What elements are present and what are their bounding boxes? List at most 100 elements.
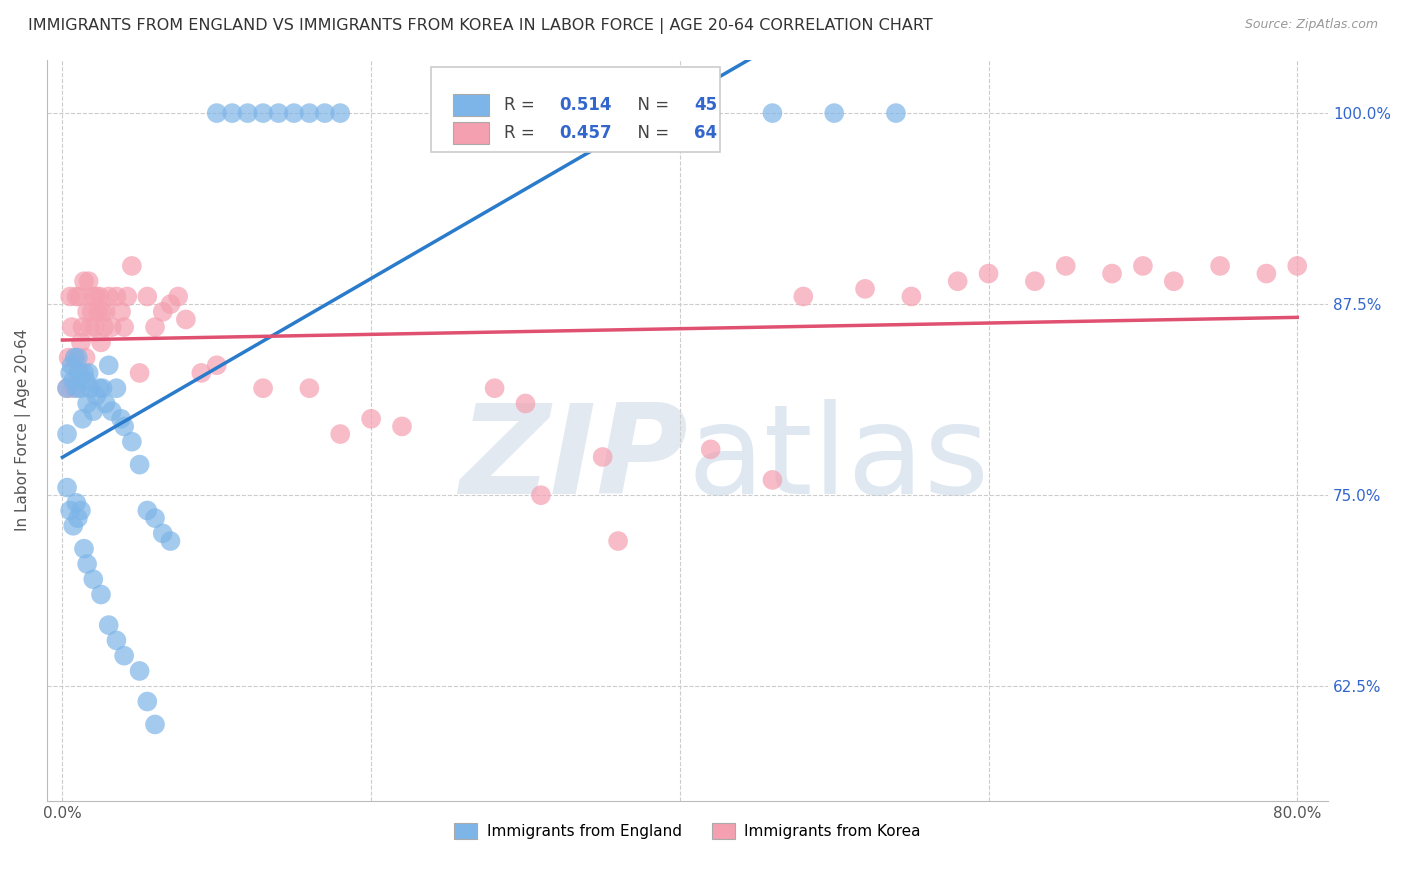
Point: [101, 320, 124, 334]
Point: [853, 282, 876, 296]
Text: R =: R =: [505, 124, 540, 142]
Point: [121, 259, 143, 273]
Text: 45: 45: [695, 96, 717, 114]
Point: [60, 320, 83, 334]
Point: [105, 633, 128, 648]
Point: [91, 381, 114, 395]
Point: [75, 374, 97, 388]
Text: 0.457: 0.457: [560, 124, 612, 142]
Point: [515, 396, 537, 410]
Point: [82, 289, 104, 303]
FancyBboxPatch shape: [432, 67, 720, 153]
Point: [252, 381, 274, 395]
Point: [360, 411, 382, 425]
Point: [59, 366, 82, 380]
Point: [101, 404, 124, 418]
Point: [94, 305, 117, 319]
Point: [221, 106, 243, 120]
Point: [1209, 259, 1232, 273]
Point: [1163, 274, 1185, 288]
Point: [73, 541, 96, 556]
Point: [115, 289, 138, 303]
Point: [73, 274, 96, 288]
Point: [58, 351, 80, 365]
Point: [97, 618, 120, 632]
Point: [236, 106, 259, 120]
Point: [1256, 267, 1278, 281]
Point: [607, 534, 630, 549]
Point: [97, 289, 120, 303]
Point: [83, 320, 105, 334]
Point: [90, 335, 112, 350]
Point: [56, 427, 79, 442]
Point: [75, 351, 97, 365]
Point: [77, 366, 100, 380]
Point: [1132, 259, 1154, 273]
Point: [60, 359, 83, 373]
Point: [110, 305, 132, 319]
Point: [105, 381, 128, 395]
Point: [82, 572, 104, 586]
Point: [59, 289, 82, 303]
Text: IMMIGRANTS FROM ENGLAND VS IMMIGRANTS FROM KOREA IN LABOR FORCE | AGE 20-64 CORR: IMMIGRANTS FROM ENGLAND VS IMMIGRANTS FR…: [28, 18, 932, 34]
Point: [329, 427, 352, 442]
Text: 0.514: 0.514: [560, 96, 612, 114]
FancyBboxPatch shape: [453, 121, 489, 145]
Point: [205, 106, 228, 120]
Point: [70, 335, 93, 350]
Point: [143, 320, 166, 334]
Point: [79, 320, 101, 334]
Text: atlas: atlas: [688, 400, 990, 520]
Text: Source: ZipAtlas.com: Source: ZipAtlas.com: [1244, 18, 1378, 31]
Point: [76, 305, 98, 319]
Point: [884, 106, 907, 120]
Point: [128, 664, 150, 678]
Point: [143, 511, 166, 525]
Point: [110, 411, 132, 425]
Point: [121, 434, 143, 449]
Point: [592, 450, 614, 464]
Point: [89, 381, 111, 395]
Point: [159, 534, 181, 549]
Point: [174, 312, 197, 326]
Point: [76, 557, 98, 571]
Point: [329, 106, 352, 120]
Point: [484, 381, 506, 395]
Point: [530, 488, 553, 502]
Point: [167, 289, 190, 303]
Text: N =: N =: [627, 124, 675, 142]
Point: [94, 396, 117, 410]
Point: [76, 396, 98, 410]
Point: [152, 305, 174, 319]
Point: [136, 289, 159, 303]
Point: [72, 411, 94, 425]
Point: [128, 366, 150, 380]
Text: ZIP: ZIP: [458, 400, 688, 520]
Point: [977, 267, 1000, 281]
Point: [86, 289, 108, 303]
Point: [112, 648, 135, 663]
Point: [761, 473, 783, 487]
Text: 64: 64: [695, 124, 717, 142]
Point: [699, 442, 721, 457]
Point: [97, 359, 120, 373]
Point: [128, 458, 150, 472]
Text: N =: N =: [627, 96, 675, 114]
Point: [105, 289, 128, 303]
Point: [143, 717, 166, 731]
Point: [56, 381, 79, 395]
Point: [70, 381, 93, 395]
Point: [298, 381, 321, 395]
Point: [65, 289, 87, 303]
Point: [77, 274, 100, 288]
Point: [79, 381, 101, 395]
Point: [67, 366, 90, 380]
Point: [73, 366, 96, 380]
Point: [89, 289, 111, 303]
Y-axis label: In Labor Force | Age 20-64: In Labor Force | Age 20-64: [15, 329, 31, 532]
Point: [112, 320, 135, 334]
Point: [152, 526, 174, 541]
Point: [87, 305, 110, 319]
Point: [267, 106, 290, 120]
Point: [70, 503, 93, 517]
